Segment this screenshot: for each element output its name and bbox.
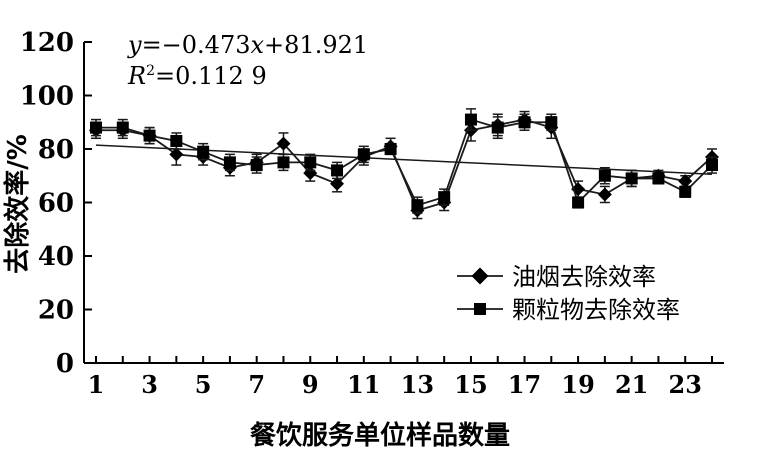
data-point-diamond bbox=[330, 176, 345, 191]
data-point-square bbox=[250, 159, 263, 172]
y-tick-label: 80 bbox=[38, 135, 74, 165]
data-point-square bbox=[143, 129, 156, 142]
x-tick-label: 17 bbox=[508, 370, 541, 399]
data-point-square bbox=[625, 172, 638, 185]
series-line bbox=[96, 118, 713, 212]
data-point-square bbox=[679, 185, 692, 198]
data-point-square bbox=[304, 156, 317, 169]
data-point-square bbox=[277, 156, 290, 169]
y-tick-label: 60 bbox=[38, 189, 74, 219]
data-point-square bbox=[572, 196, 585, 209]
legend-square-icon bbox=[474, 303, 486, 315]
data-point-square bbox=[357, 148, 370, 161]
data-point-diamond bbox=[597, 187, 612, 202]
data-point-square bbox=[90, 121, 102, 134]
data-point-square bbox=[464, 113, 477, 126]
legend: 油烟去除效率 颗粒物去除效率 bbox=[457, 263, 680, 324]
trendline bbox=[95, 144, 713, 175]
x-tick-label: 19 bbox=[561, 370, 594, 399]
r2-symbol: R bbox=[127, 62, 146, 90]
x-tick-label: 11 bbox=[347, 370, 380, 399]
y-tick-label: 0 bbox=[56, 349, 74, 379]
series-line bbox=[96, 118, 713, 207]
svg-text:y=−0.473x+81.921: y=−0.473x+81.921 bbox=[127, 31, 368, 59]
equation-slope: =−0.473 bbox=[142, 31, 251, 59]
r2-superscript: 2 bbox=[146, 63, 155, 79]
data-point-square bbox=[223, 156, 236, 169]
data-point-diamond bbox=[276, 136, 291, 151]
data-point-diamond bbox=[678, 174, 693, 189]
data-point-square bbox=[116, 121, 129, 134]
data-point-square bbox=[438, 191, 451, 204]
data-point-square bbox=[384, 143, 397, 155]
x-tick-label: 9 bbox=[302, 370, 319, 399]
x-tick-label: 7 bbox=[248, 370, 265, 399]
data-point-square bbox=[197, 145, 210, 158]
equation-annotation: y=−0.473x+81.921 bbox=[127, 31, 368, 59]
x-tick-label: 13 bbox=[401, 370, 434, 399]
r2-annotation: R2=0.112 9 bbox=[127, 62, 267, 90]
y-tick-label: 40 bbox=[38, 242, 74, 272]
series-1 bbox=[89, 110, 719, 220]
data-point-square bbox=[652, 172, 665, 185]
y-tick-label: 100 bbox=[20, 82, 74, 112]
x-tick-label: 21 bbox=[615, 370, 648, 399]
series-2 bbox=[90, 108, 718, 214]
data-point-square bbox=[411, 199, 424, 212]
equation-intercept: +81.921 bbox=[264, 31, 368, 59]
equation-y: y bbox=[127, 31, 142, 59]
x-tick-label: 23 bbox=[669, 370, 702, 399]
y-tick-label: 20 bbox=[38, 296, 74, 326]
y-tick-label: 120 bbox=[20, 28, 74, 58]
data-point-square bbox=[331, 164, 344, 177]
legend-label-particle: 颗粒物去除效率 bbox=[512, 296, 680, 324]
data-point-square bbox=[170, 134, 183, 147]
r2-value: =0.112 9 bbox=[155, 62, 267, 90]
x-tick-label: 3 bbox=[141, 370, 158, 399]
data-point-square bbox=[598, 169, 611, 182]
data-point-square bbox=[545, 116, 558, 129]
trendline-path bbox=[95, 144, 713, 175]
x-axis-title: 餐饮服务单位样品数量 bbox=[250, 420, 510, 451]
data-point-diamond bbox=[303, 166, 318, 181]
legend-diamond-icon bbox=[471, 267, 489, 285]
data-point-diamond bbox=[169, 147, 184, 162]
series-layer bbox=[89, 108, 719, 220]
data-point-square bbox=[491, 121, 504, 134]
x-tick-label: 5 bbox=[195, 370, 212, 399]
data-point-square bbox=[706, 159, 718, 172]
x-tick-label: 1 bbox=[88, 370, 105, 399]
legend-label-oil: 油烟去除效率 bbox=[512, 263, 656, 291]
y-axis-title: 去除效率/% bbox=[2, 134, 33, 274]
svg-text:R2=0.112 9: R2=0.112 9 bbox=[127, 62, 267, 90]
equation-x: x bbox=[251, 31, 265, 59]
x-tick-label: 15 bbox=[454, 370, 487, 399]
data-point-square bbox=[518, 116, 531, 129]
